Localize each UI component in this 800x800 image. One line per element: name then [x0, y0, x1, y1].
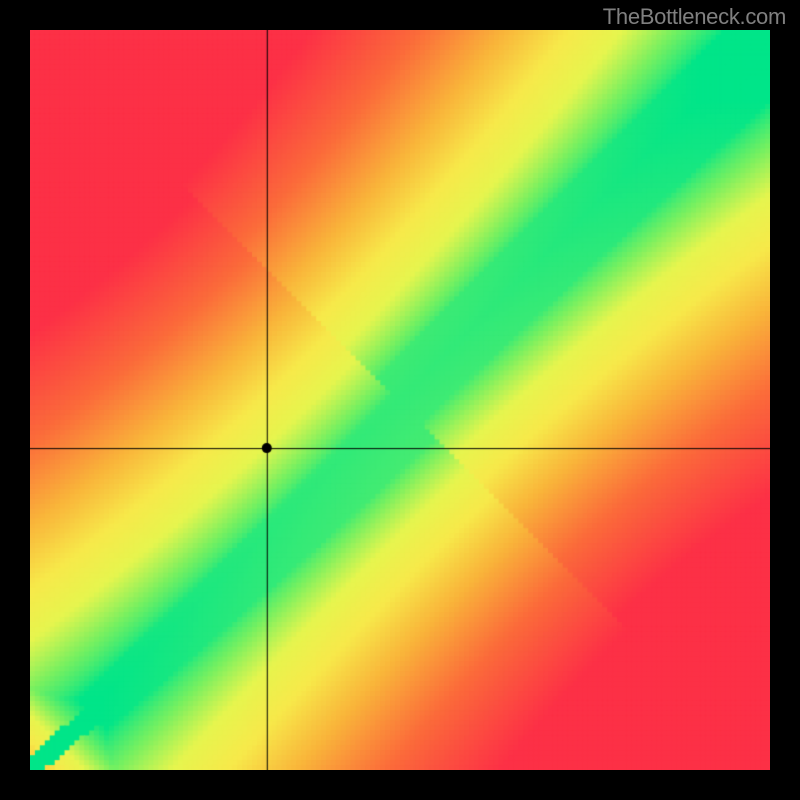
heatmap-canvas: [30, 30, 770, 770]
chart-container: TheBottleneck.com: [0, 0, 800, 800]
watermark-text: TheBottleneck.com: [603, 4, 786, 30]
